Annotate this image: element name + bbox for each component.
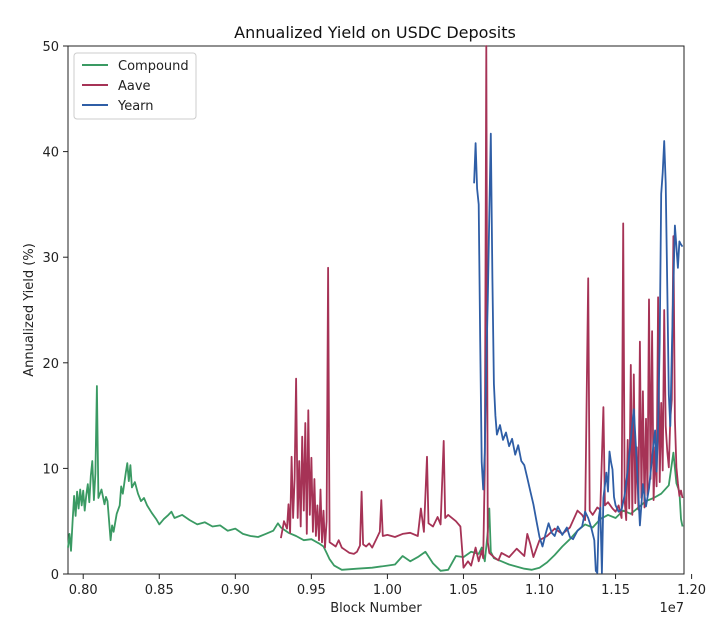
x-tick-label: 1.10 <box>525 583 554 598</box>
y-tick-label: 50 <box>42 40 59 55</box>
x-tick-label: 0.90 <box>221 583 250 598</box>
y-tick-label: 20 <box>42 357 59 372</box>
x-tick-label: 1.00 <box>373 583 402 598</box>
x-axis: 0.80 0.85 0.90 0.95 1.00 1.05 1.10 1.15 1.20 <box>69 574 706 598</box>
x-tick-label: 1.15 <box>601 583 630 598</box>
legend-items: Compound Aave Yearn <box>82 59 189 114</box>
y-tick-label: 40 <box>42 146 59 161</box>
x-tick-label: 0.80 <box>69 583 98 598</box>
legend-box <box>73 52 197 120</box>
y-tick-label: 0 <box>51 568 59 583</box>
series-line-aave <box>280 45 684 569</box>
legend-label-yearn: Yearn <box>117 99 154 114</box>
x-axis-label: Block Number <box>330 601 422 616</box>
x-axis-offset-label: 1e7 <box>659 601 684 616</box>
legend-label-aave: Aave <box>118 79 151 94</box>
y-tick-label: 30 <box>42 251 59 266</box>
plot-frame <box>67 45 685 575</box>
legend: Compound Aave Yearn <box>73 52 197 120</box>
series-line-compound <box>67 385 684 572</box>
x-tick-label: 0.85 <box>145 583 174 598</box>
y-axis-label: Annualized Yield (%) <box>22 243 37 377</box>
plot-area <box>67 45 685 575</box>
y-tick-label: 10 <box>42 462 59 477</box>
x-tick-label: 1.05 <box>449 583 478 598</box>
series-layer <box>67 45 684 574</box>
legend-label-compound: Compound <box>118 59 189 74</box>
x-tick-label: 0.95 <box>297 583 326 598</box>
series-line-yearn <box>473 132 684 574</box>
chart-title: Annualized Yield on USDC Deposits <box>234 23 516 42</box>
x-tick-label: 1.20 <box>677 583 706 598</box>
y-axis: 0 10 20 30 40 50 <box>42 40 68 583</box>
